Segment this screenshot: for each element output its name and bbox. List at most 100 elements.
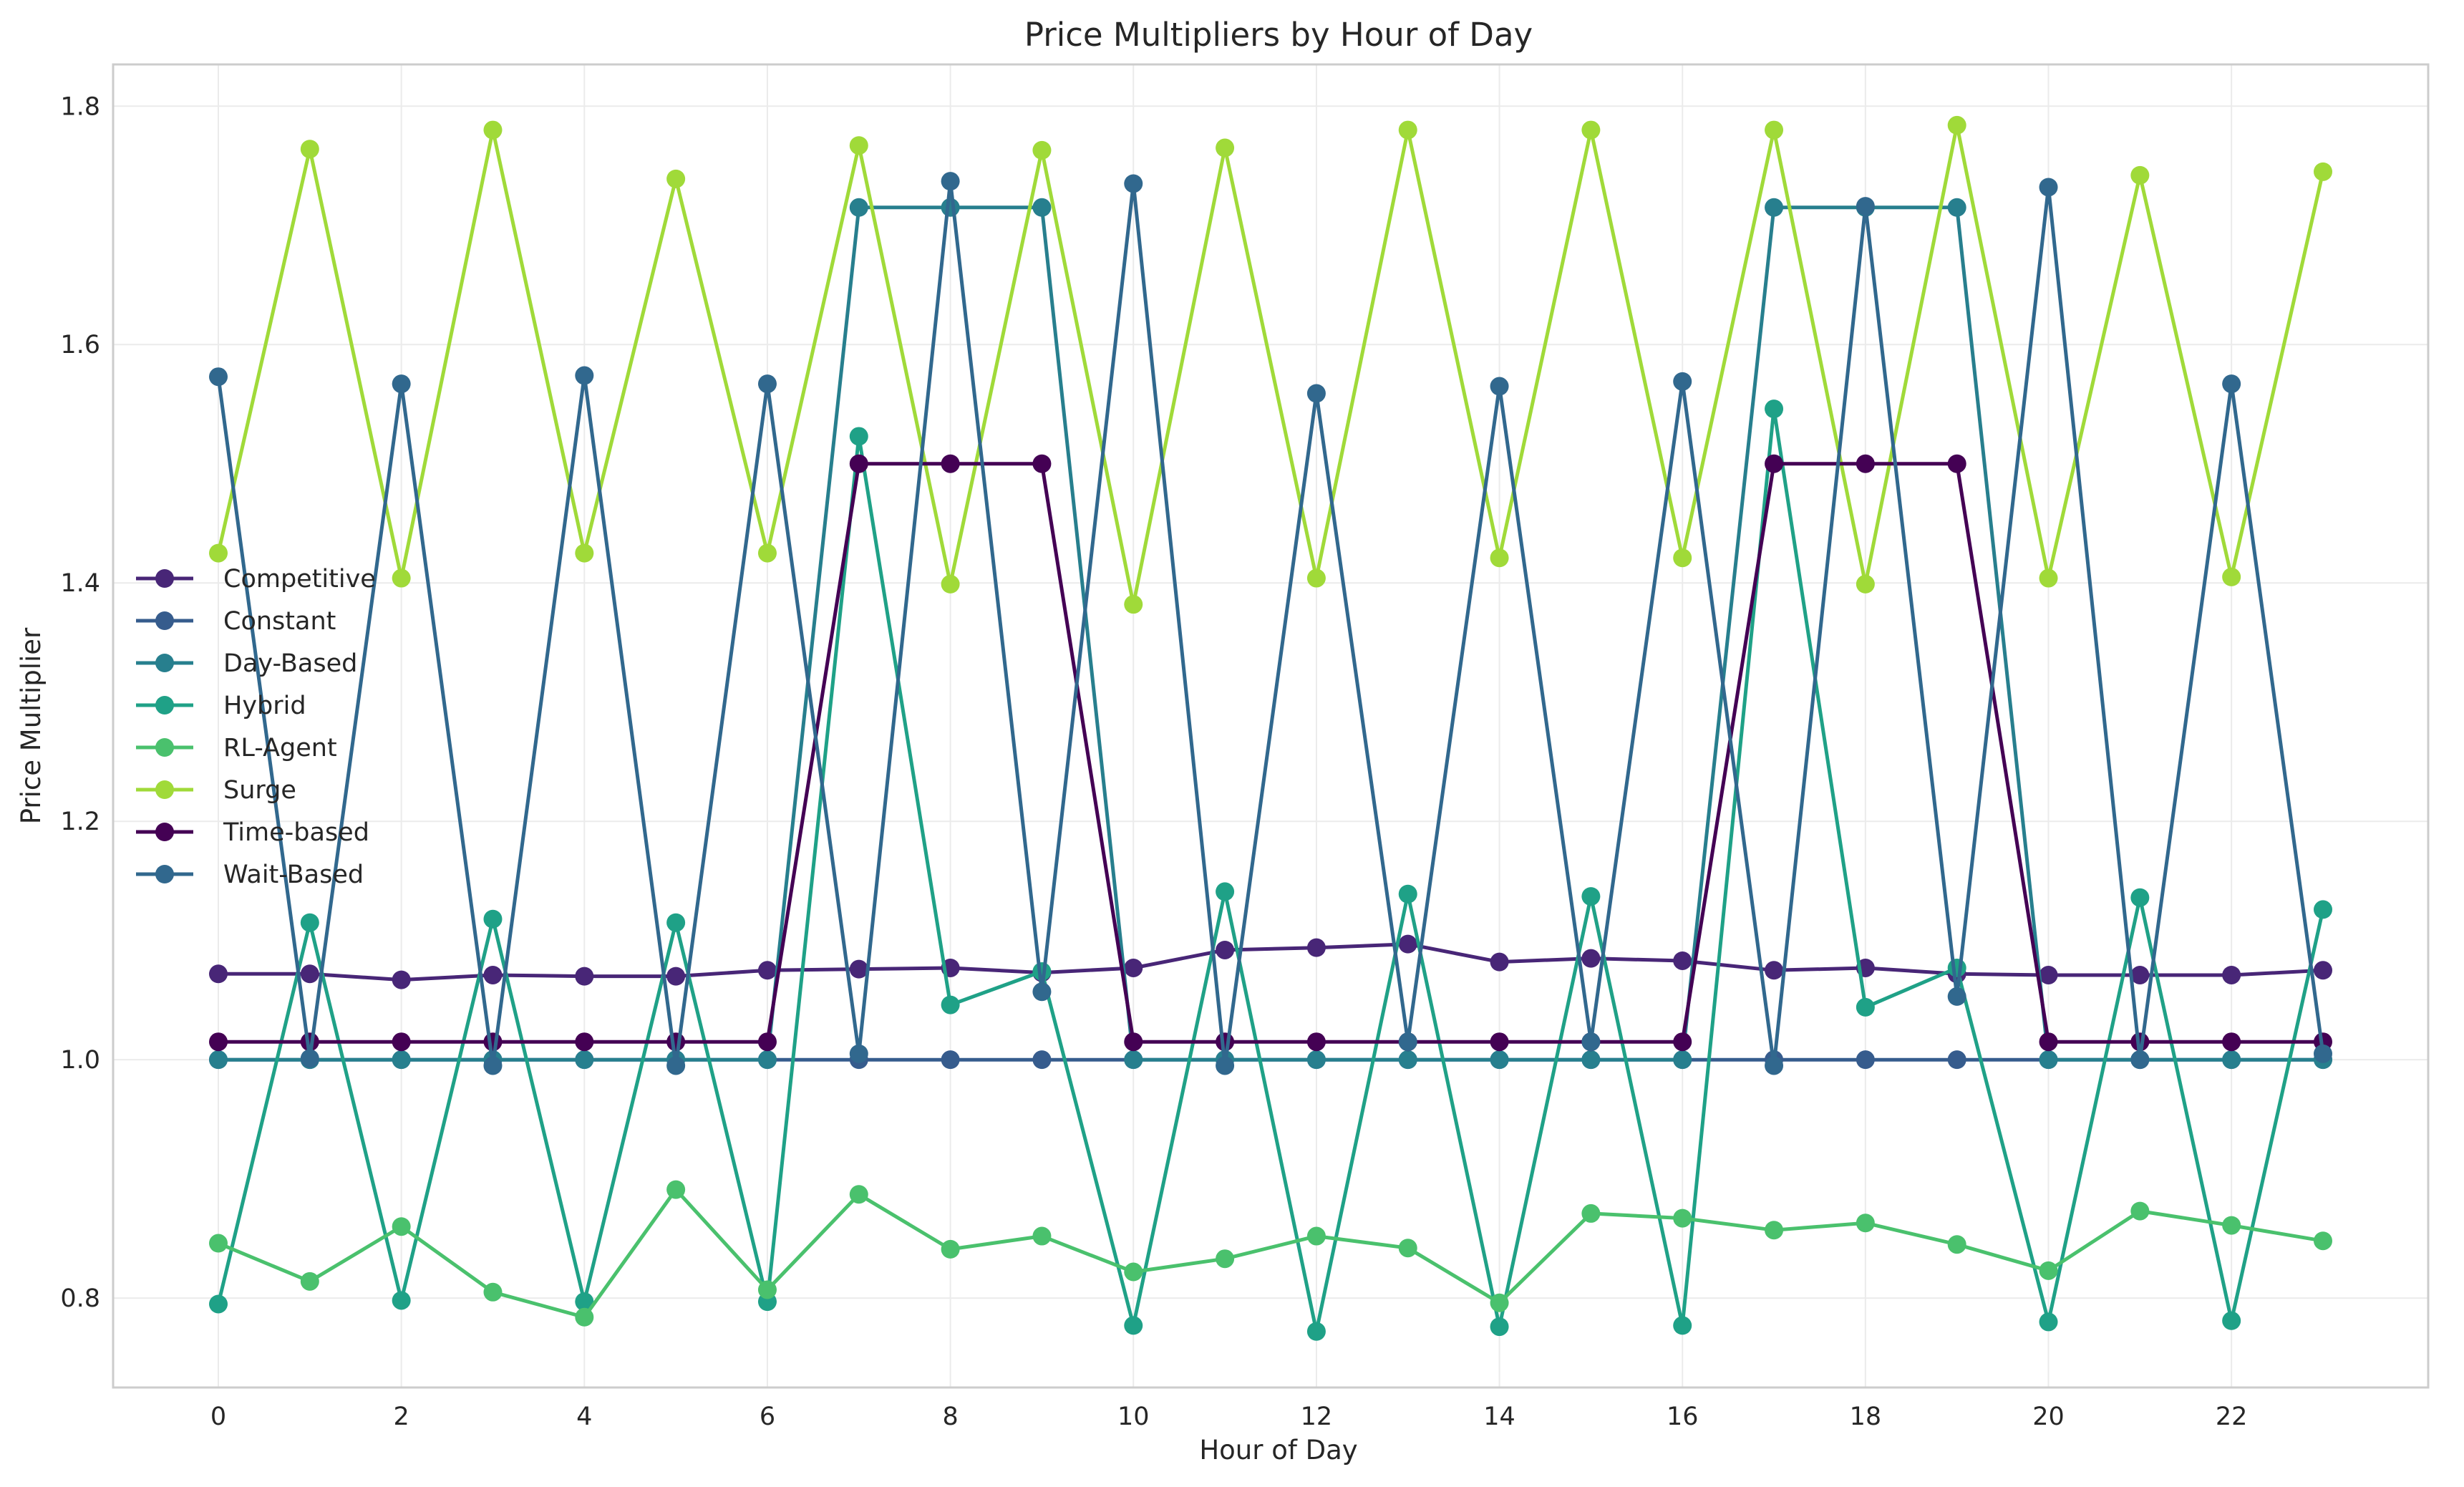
data-point-day-based [2039, 1050, 2058, 1070]
data-point-hybrid [1856, 997, 1875, 1017]
data-point-day-based [1124, 1050, 1143, 1070]
data-point-wait-based [2222, 374, 2241, 394]
data-point-day-based [1032, 198, 1052, 217]
data-point-day-based [941, 198, 960, 217]
data-point-day-based [1947, 198, 1966, 217]
series-time-based [209, 454, 2332, 1052]
legend-item-day-based: Day-Based [136, 649, 357, 678]
data-point-time-based [1490, 1032, 1509, 1052]
data-point-time-based [1673, 1032, 1692, 1052]
data-point-competitive [1306, 938, 1326, 957]
data-point-time-based [849, 454, 868, 473]
data-point-hybrid [483, 909, 503, 929]
legend-item-wait-based: Wait-Based [136, 861, 364, 889]
data-point-hybrid [2222, 1311, 2241, 1330]
data-point-wait-based [392, 374, 411, 394]
data-point-surge [392, 568, 411, 588]
data-point-surge [1490, 548, 1509, 568]
data-point-hybrid [1032, 962, 1052, 981]
legend-label: Constant [223, 607, 336, 636]
legend-item-competitive: Competitive [136, 565, 376, 594]
data-point-day-based [1765, 198, 1784, 217]
x-tick-label: 22 [2216, 1403, 2248, 1431]
legend-marker [155, 654, 174, 672]
data-point-day-based [849, 198, 868, 217]
data-point-wait-based [757, 374, 777, 394]
data-point-hybrid [1124, 1316, 1143, 1335]
data-point-competitive [209, 964, 228, 984]
data-point-competitive [666, 967, 686, 986]
data-point-competitive [1216, 940, 1235, 959]
legend-label: Time-based [223, 818, 369, 847]
data-point-wait-based [1490, 377, 1509, 396]
data-point-surge [1398, 120, 1417, 140]
data-point-surge [941, 574, 960, 594]
series-line-day-based [218, 205, 2323, 1062]
data-point-wait-based [2039, 178, 2058, 197]
x-tick-label: 8 [942, 1403, 958, 1431]
x-tick-label: 4 [576, 1403, 592, 1431]
data-point-hybrid [209, 1294, 228, 1314]
series-rl-agent [209, 1180, 2332, 1327]
series-line-wait-based [216, 179, 2325, 1067]
data-point-hybrid [1765, 399, 1784, 419]
data-point-surge [1216, 138, 1235, 158]
data-point-hybrid [1398, 884, 1417, 904]
data-point-rl-agent [1398, 1239, 1417, 1258]
data-point-constant [1032, 1050, 1052, 1070]
data-point-competitive [1581, 949, 1601, 968]
data-point-surge [209, 543, 228, 563]
data-point-surge [1581, 120, 1601, 140]
data-point-competitive [300, 964, 319, 984]
data-point-time-based [1124, 1032, 1143, 1052]
data-point-day-based [1581, 1050, 1601, 1070]
data-point-rl-agent [209, 1234, 228, 1253]
legend-item-rl-agent: RL-Agent [136, 734, 337, 762]
data-point-rl-agent [666, 1180, 686, 1199]
data-point-rl-agent [575, 1307, 594, 1327]
data-point-hybrid [575, 1292, 594, 1312]
legend-item-surge: Surge [136, 776, 296, 805]
legend-label: Competitive [223, 565, 376, 594]
y-tick-label: 1.8 [60, 92, 100, 121]
data-point-surge [483, 120, 503, 140]
data-point-surge [1947, 115, 1966, 135]
data-point-hybrid [2130, 888, 2150, 907]
data-point-wait-based [1947, 987, 1966, 1006]
axis-ticks: 0 2 4 6 8 10 12 14 16 18 20 22 0.8 1.0 1.2 1.4 1.6 1.8 [60, 92, 2247, 1431]
data-point-day-based [1673, 1050, 1692, 1070]
data-point-rl-agent [1032, 1226, 1052, 1246]
data-point-surge [2039, 568, 2058, 588]
chart-title: Price Multipliers by Hour of Day [1024, 16, 1533, 54]
legend-marker [155, 696, 174, 715]
data-point-hybrid [941, 995, 960, 1014]
series-line-competitive [218, 942, 2324, 982]
data-point-competitive [392, 970, 411, 989]
data-point-competitive [2039, 965, 2058, 984]
data-point-constant [1856, 1050, 1875, 1070]
data-point-constant [1947, 1050, 1966, 1070]
data-point-day-based [2222, 1050, 2241, 1070]
data-point-day-based [1490, 1050, 1509, 1070]
data-point-day-based [209, 1050, 228, 1070]
data-point-rl-agent [1216, 1249, 1235, 1269]
data-point-hybrid [1490, 1317, 1509, 1337]
data-point-wait-based [1306, 384, 1326, 403]
data-point-competitive [1765, 961, 1784, 980]
legend: Competitive Constant Day-Based Hybrid RL-Age… [136, 565, 376, 889]
data-point-competitive [1490, 952, 1509, 972]
data-point-rl-agent [483, 1282, 503, 1302]
data-point-hybrid [1306, 1322, 1326, 1341]
data-point-wait-based [2130, 1050, 2150, 1070]
data-point-hybrid [1581, 887, 1601, 906]
data-point-competitive [1673, 951, 1692, 970]
data-point-time-based [1032, 454, 1052, 473]
data-point-time-based [666, 1032, 686, 1052]
data-point-competitive [2222, 965, 2241, 984]
legend-label: Wait-Based [223, 861, 364, 889]
y-tick-label: 1.0 [60, 1046, 100, 1075]
data-point-rl-agent [1765, 1221, 1784, 1240]
data-point-surge [1032, 140, 1052, 160]
